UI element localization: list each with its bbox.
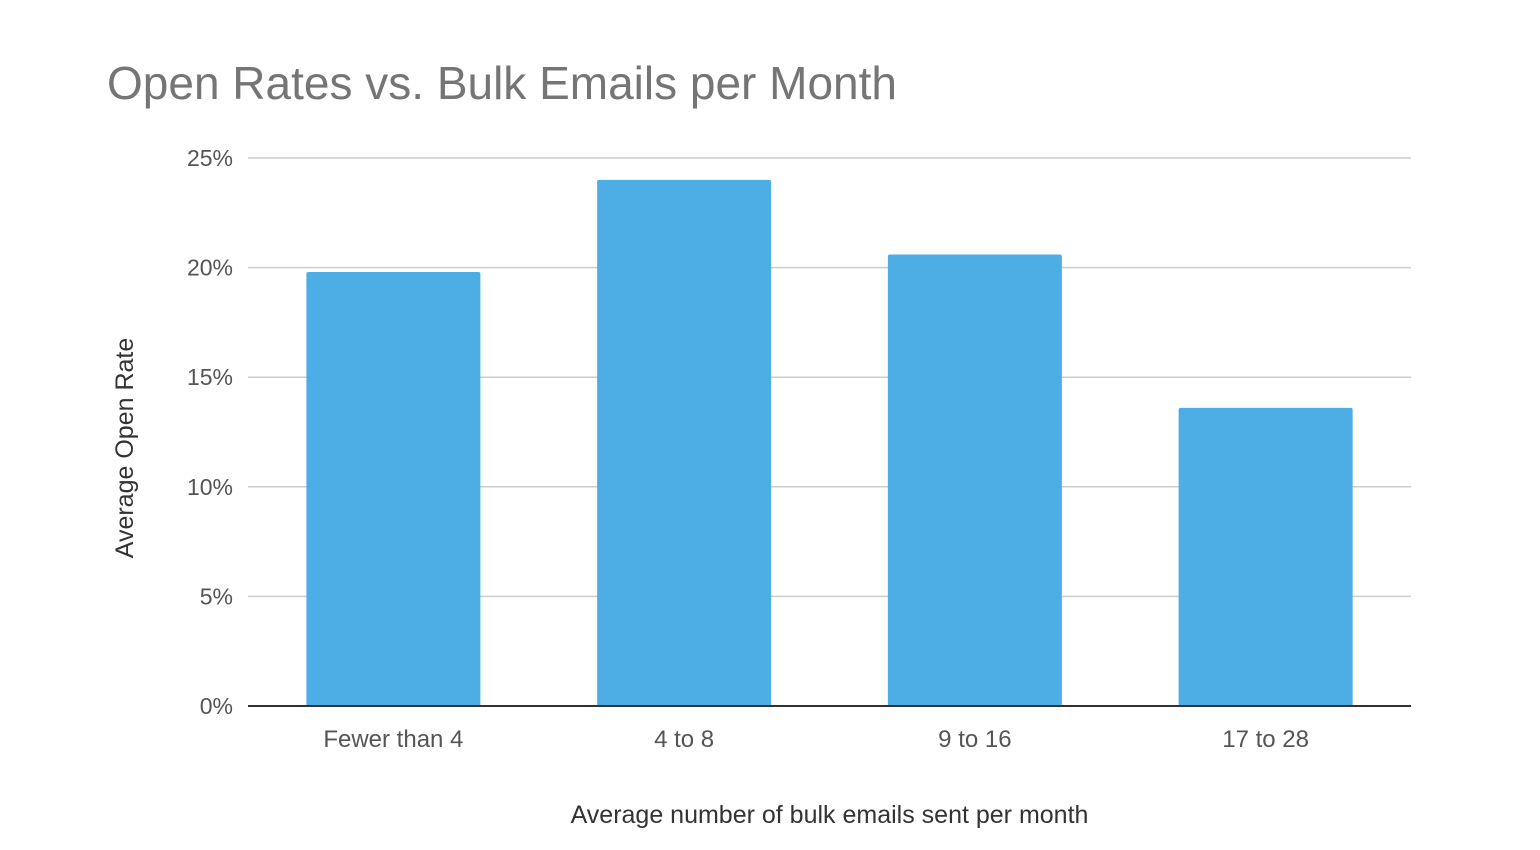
y-tick-label: 10% [187,474,233,500]
bar [1178,407,1353,706]
x-tick-label: 17 to 28 [1222,726,1309,753]
y-tick-label: 25% [187,145,233,171]
x-tick-label: 9 to 16 [938,726,1011,753]
x-tick-label: 4 to 8 [654,726,714,753]
labels: 0% 5% 10% 15% 20% 25% Fewer than 4 4 to 8 9 to 1… [111,145,1309,829]
bar [887,254,1062,706]
chart-title: Open Rates vs. Bulk Emails per Month [107,57,897,109]
y-axis-title: Average Open Rate [111,338,139,559]
y-tick-label: 20% [187,255,233,281]
bar [306,271,481,706]
x-axis-title: Average number of bulk emails sent per m… [571,801,1089,829]
x-tick-label: Fewer than 4 [323,726,463,753]
bars [306,179,1353,707]
y-tick-label: 0% [200,693,233,719]
y-tick-label: 15% [187,364,233,390]
y-tick-label: 5% [200,583,233,609]
bar [597,179,772,707]
